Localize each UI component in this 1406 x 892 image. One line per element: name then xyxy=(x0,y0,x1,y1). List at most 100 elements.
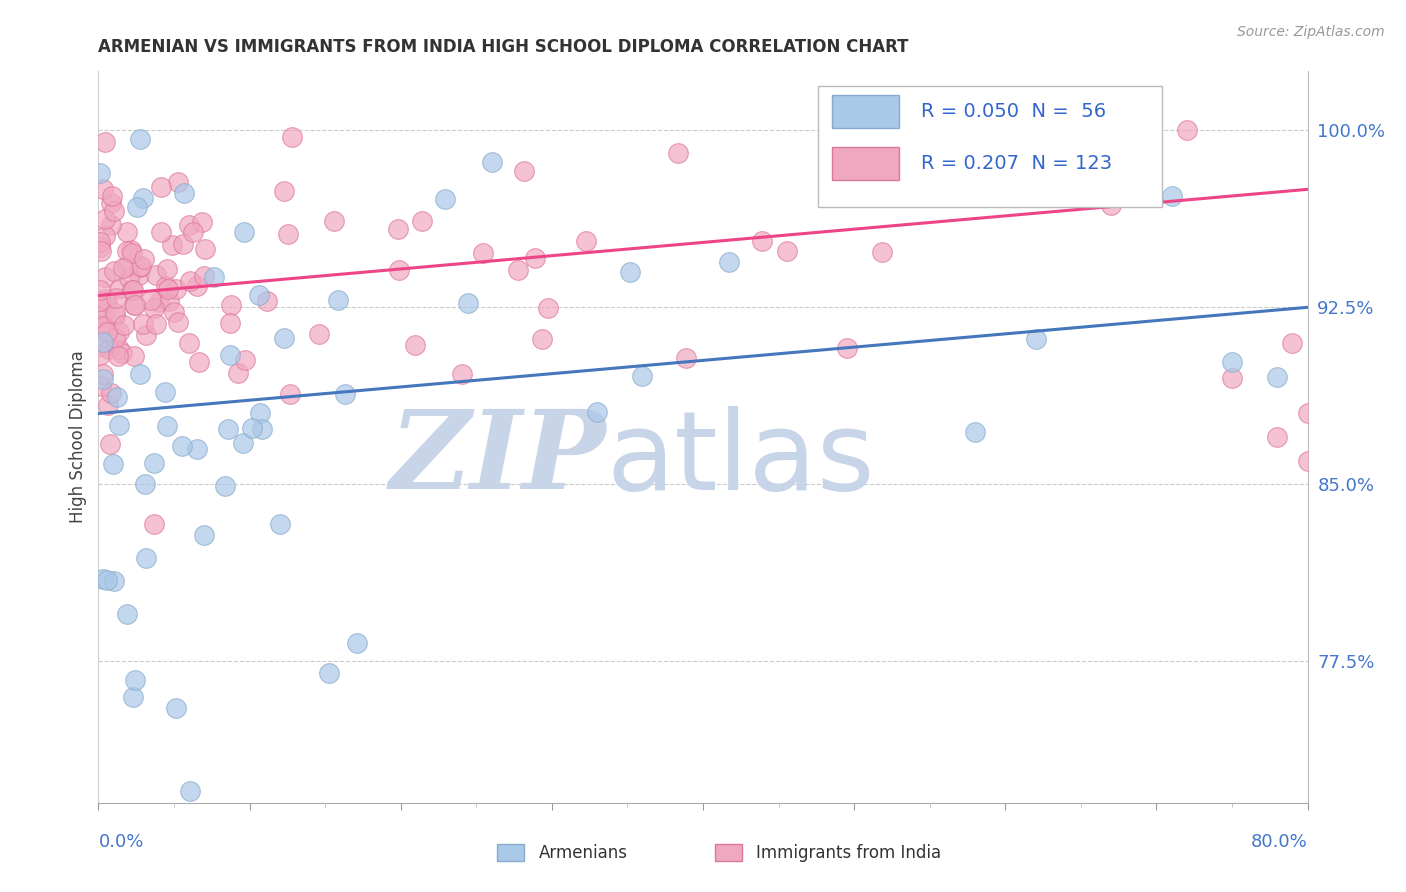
Point xyxy=(89,240,111,254)
Point xyxy=(100,437,122,451)
Point xyxy=(776,244,799,258)
Point xyxy=(134,476,156,491)
Point xyxy=(91,367,114,381)
Point xyxy=(411,213,433,227)
Point xyxy=(269,516,291,531)
Point xyxy=(145,268,167,282)
Point xyxy=(481,155,503,169)
Point xyxy=(139,293,162,307)
Point xyxy=(675,351,697,365)
Point xyxy=(156,262,179,277)
Point xyxy=(111,260,134,275)
Point xyxy=(221,298,243,312)
Bar xyxy=(832,95,898,128)
Point xyxy=(1024,332,1046,346)
Bar xyxy=(832,147,898,180)
Point xyxy=(323,214,346,228)
Point xyxy=(120,244,142,258)
Point xyxy=(108,325,131,339)
Text: 0.0%: 0.0% xyxy=(98,833,143,851)
Point xyxy=(188,355,211,369)
Point xyxy=(148,295,170,310)
Point xyxy=(104,309,127,323)
Point xyxy=(524,251,547,265)
Point xyxy=(132,317,155,331)
Point xyxy=(278,386,301,401)
Bar xyxy=(716,845,742,861)
Point xyxy=(128,260,150,274)
Point xyxy=(214,479,236,493)
Point xyxy=(233,353,256,368)
Point xyxy=(226,366,249,380)
Point xyxy=(100,386,122,401)
Point xyxy=(91,572,114,586)
Point xyxy=(1296,453,1319,467)
Point xyxy=(217,422,239,436)
Point xyxy=(965,425,987,439)
Point xyxy=(90,244,112,259)
Point xyxy=(219,348,242,362)
FancyBboxPatch shape xyxy=(818,86,1163,207)
Point xyxy=(143,301,166,315)
Text: R = 0.050  N =  56: R = 0.050 N = 56 xyxy=(921,102,1105,120)
Point xyxy=(89,348,111,362)
Point xyxy=(1175,123,1198,137)
Point xyxy=(575,234,598,248)
Point xyxy=(166,315,188,329)
Point xyxy=(96,573,118,587)
Point xyxy=(124,298,146,312)
Point xyxy=(132,190,155,204)
Point xyxy=(166,176,188,190)
Point xyxy=(90,379,112,393)
Point xyxy=(94,292,117,306)
Text: ARMENIAN VS IMMIGRANTS FROM INDIA HIGH SCHOOL DIPLOMA CORRELATION CHART: ARMENIAN VS IMMIGRANTS FROM INDIA HIGH S… xyxy=(98,38,908,56)
Bar xyxy=(498,845,524,861)
Text: R = 0.207  N = 123: R = 0.207 N = 123 xyxy=(921,154,1112,173)
Point xyxy=(318,666,340,681)
Point xyxy=(157,293,180,308)
Point xyxy=(1296,407,1319,421)
Point xyxy=(91,181,114,195)
Point xyxy=(404,337,426,351)
Point xyxy=(165,701,187,715)
Point xyxy=(179,274,201,288)
Point xyxy=(91,372,114,386)
Point xyxy=(194,242,217,256)
Point xyxy=(117,607,139,621)
Point xyxy=(89,319,111,334)
Point xyxy=(110,345,132,359)
Point xyxy=(277,227,299,241)
Point xyxy=(115,225,138,239)
Point xyxy=(157,281,180,295)
Point xyxy=(240,421,263,435)
Point xyxy=(155,385,177,400)
Point xyxy=(94,270,117,285)
Point xyxy=(232,436,254,450)
Point xyxy=(135,550,157,565)
Point xyxy=(273,184,295,198)
Point xyxy=(132,252,155,266)
Point xyxy=(122,284,145,298)
Point xyxy=(89,235,111,250)
Point xyxy=(536,301,558,315)
Point xyxy=(172,439,194,453)
Point xyxy=(89,293,111,308)
Point xyxy=(155,279,177,293)
Point xyxy=(1115,123,1137,137)
Point xyxy=(89,339,111,353)
Point xyxy=(96,325,118,339)
Point xyxy=(232,225,254,239)
Text: atlas: atlas xyxy=(606,406,875,513)
Point xyxy=(821,171,844,186)
Point xyxy=(142,456,165,470)
Point xyxy=(100,195,122,210)
Point xyxy=(751,235,773,249)
Point xyxy=(434,193,457,207)
Point xyxy=(457,296,479,310)
Point xyxy=(666,145,689,160)
Point xyxy=(630,369,652,384)
Y-axis label: High School Diploma: High School Diploma xyxy=(69,351,87,524)
Point xyxy=(108,342,131,356)
Point xyxy=(97,398,120,412)
Point xyxy=(122,690,145,704)
